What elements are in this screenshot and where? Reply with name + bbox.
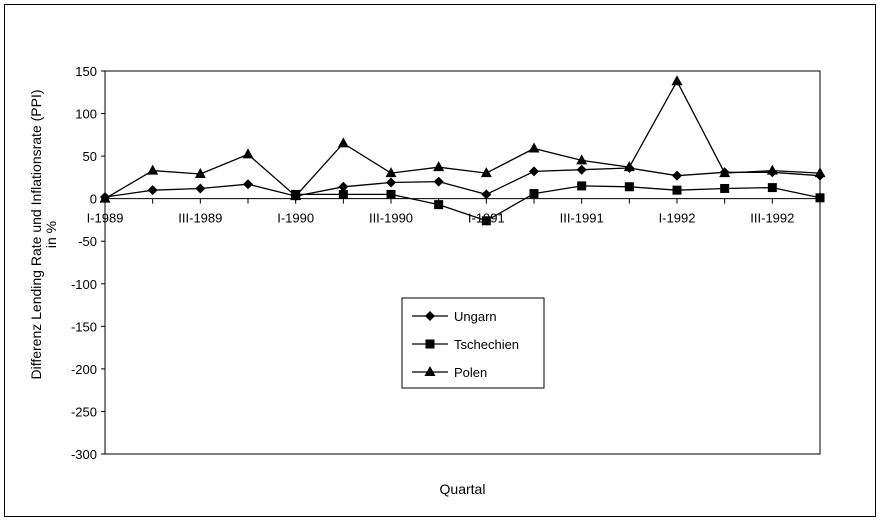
plot-area	[104, 70, 821, 455]
y-tick-label: -150	[71, 319, 97, 334]
data-point-ungarn	[481, 189, 492, 200]
y-tick-label: -50	[78, 234, 97, 249]
data-point-polen	[433, 161, 445, 172]
plot-border	[104, 70, 821, 455]
series-layer	[99, 75, 826, 226]
y-tick-label: 100	[75, 107, 97, 122]
legend-item-ungarn: Ungarn	[412, 309, 497, 324]
y-axis-ticks: 150 100 50 0 -50 -100 -150 -200 -250 -300	[71, 64, 105, 462]
data-point-polen	[814, 167, 826, 178]
y-tick-label: -300	[71, 447, 97, 462]
series-line-polen	[104, 79, 821, 200]
data-point-polen	[337, 137, 349, 148]
data-point-polen	[194, 167, 206, 178]
x-tick-label: III-1990	[369, 211, 413, 226]
legend-marker-tschechien	[425, 339, 435, 349]
data-point-ungarn	[433, 176, 444, 187]
y-axis-title-line: Differenz Lending Rate und Inflationsrat…	[28, 89, 44, 379]
y-tick-label: -250	[71, 404, 97, 419]
y-tick-label: -200	[71, 362, 97, 377]
data-point-ungarn	[529, 166, 539, 177]
data-point-polen	[385, 167, 397, 178]
data-point-polen	[290, 190, 302, 201]
legend: Ungarn Tschechien Polen	[401, 297, 545, 389]
x-tick-label: III-1989	[178, 211, 222, 226]
data-point-polen	[766, 164, 778, 175]
x-tick-label: III-1992	[750, 211, 794, 226]
data-point-polen	[576, 154, 588, 165]
y-tick-label: 50	[83, 149, 97, 164]
chart-frame	[4, 4, 876, 517]
legend-marker-ungarn	[425, 311, 435, 321]
data-point-tschechien	[577, 181, 587, 191]
legend-marker-polen	[424, 366, 436, 376]
data-point-ungarn	[243, 179, 253, 190]
y-tick-label: -100	[71, 277, 97, 292]
series-polen	[99, 75, 826, 203]
data-point-tschechien	[434, 200, 444, 210]
series-ungarn	[100, 163, 825, 202]
data-point-tschechien	[672, 185, 682, 195]
legend-item-polen: Polen	[412, 365, 487, 380]
series-line-tschechien	[295, 185, 821, 222]
data-point-tschechien	[720, 183, 730, 193]
y-axis-title: Differenz Lending Rate und Inflationsrat…	[28, 89, 59, 379]
data-point-polen	[719, 167, 731, 178]
data-point-polen	[147, 164, 159, 175]
data-point-ungarn	[386, 177, 396, 188]
x-tick-label: I-1989	[87, 211, 124, 226]
y-tick-label: 150	[75, 64, 97, 79]
data-point-ungarn	[672, 170, 682, 181]
x-axis-ticks: I-1989III-1989I-1990III-1990I-1991III-19…	[87, 198, 821, 226]
legend-item-tschechien: Tschechien	[412, 337, 519, 352]
data-point-polen	[480, 167, 492, 178]
data-point-ungarn	[147, 185, 158, 196]
legend-label: Tschechien	[454, 337, 519, 352]
x-tick-label: I-1992	[659, 211, 696, 226]
x-tick-label: III-1991	[560, 211, 604, 226]
data-point-tschechien	[529, 189, 539, 199]
x-tick-label: I-1990	[277, 211, 314, 226]
legend-label: Polen	[454, 365, 487, 380]
series-line-ungarn	[104, 167, 821, 198]
data-point-tschechien	[338, 189, 348, 199]
data-point-polen	[528, 142, 540, 153]
data-point-tschechien	[767, 183, 777, 193]
data-point-ungarn	[576, 164, 587, 175]
data-point-tschechien	[481, 216, 491, 226]
data-point-tschechien	[815, 193, 825, 203]
data-point-polen	[242, 148, 254, 159]
data-point-polen	[99, 192, 111, 203]
y-axis-title-line: in %	[43, 221, 59, 248]
y-tick-label: 0	[90, 192, 97, 207]
data-point-polen	[671, 75, 683, 86]
data-point-ungarn	[195, 183, 206, 194]
data-point-ungarn	[338, 181, 349, 192]
data-point-polen	[623, 161, 635, 172]
data-point-tschechien	[386, 189, 396, 199]
x-axis-title: Quartal	[440, 481, 486, 497]
legend-label: Ungarn	[454, 309, 497, 324]
data-point-tschechien	[624, 182, 634, 192]
